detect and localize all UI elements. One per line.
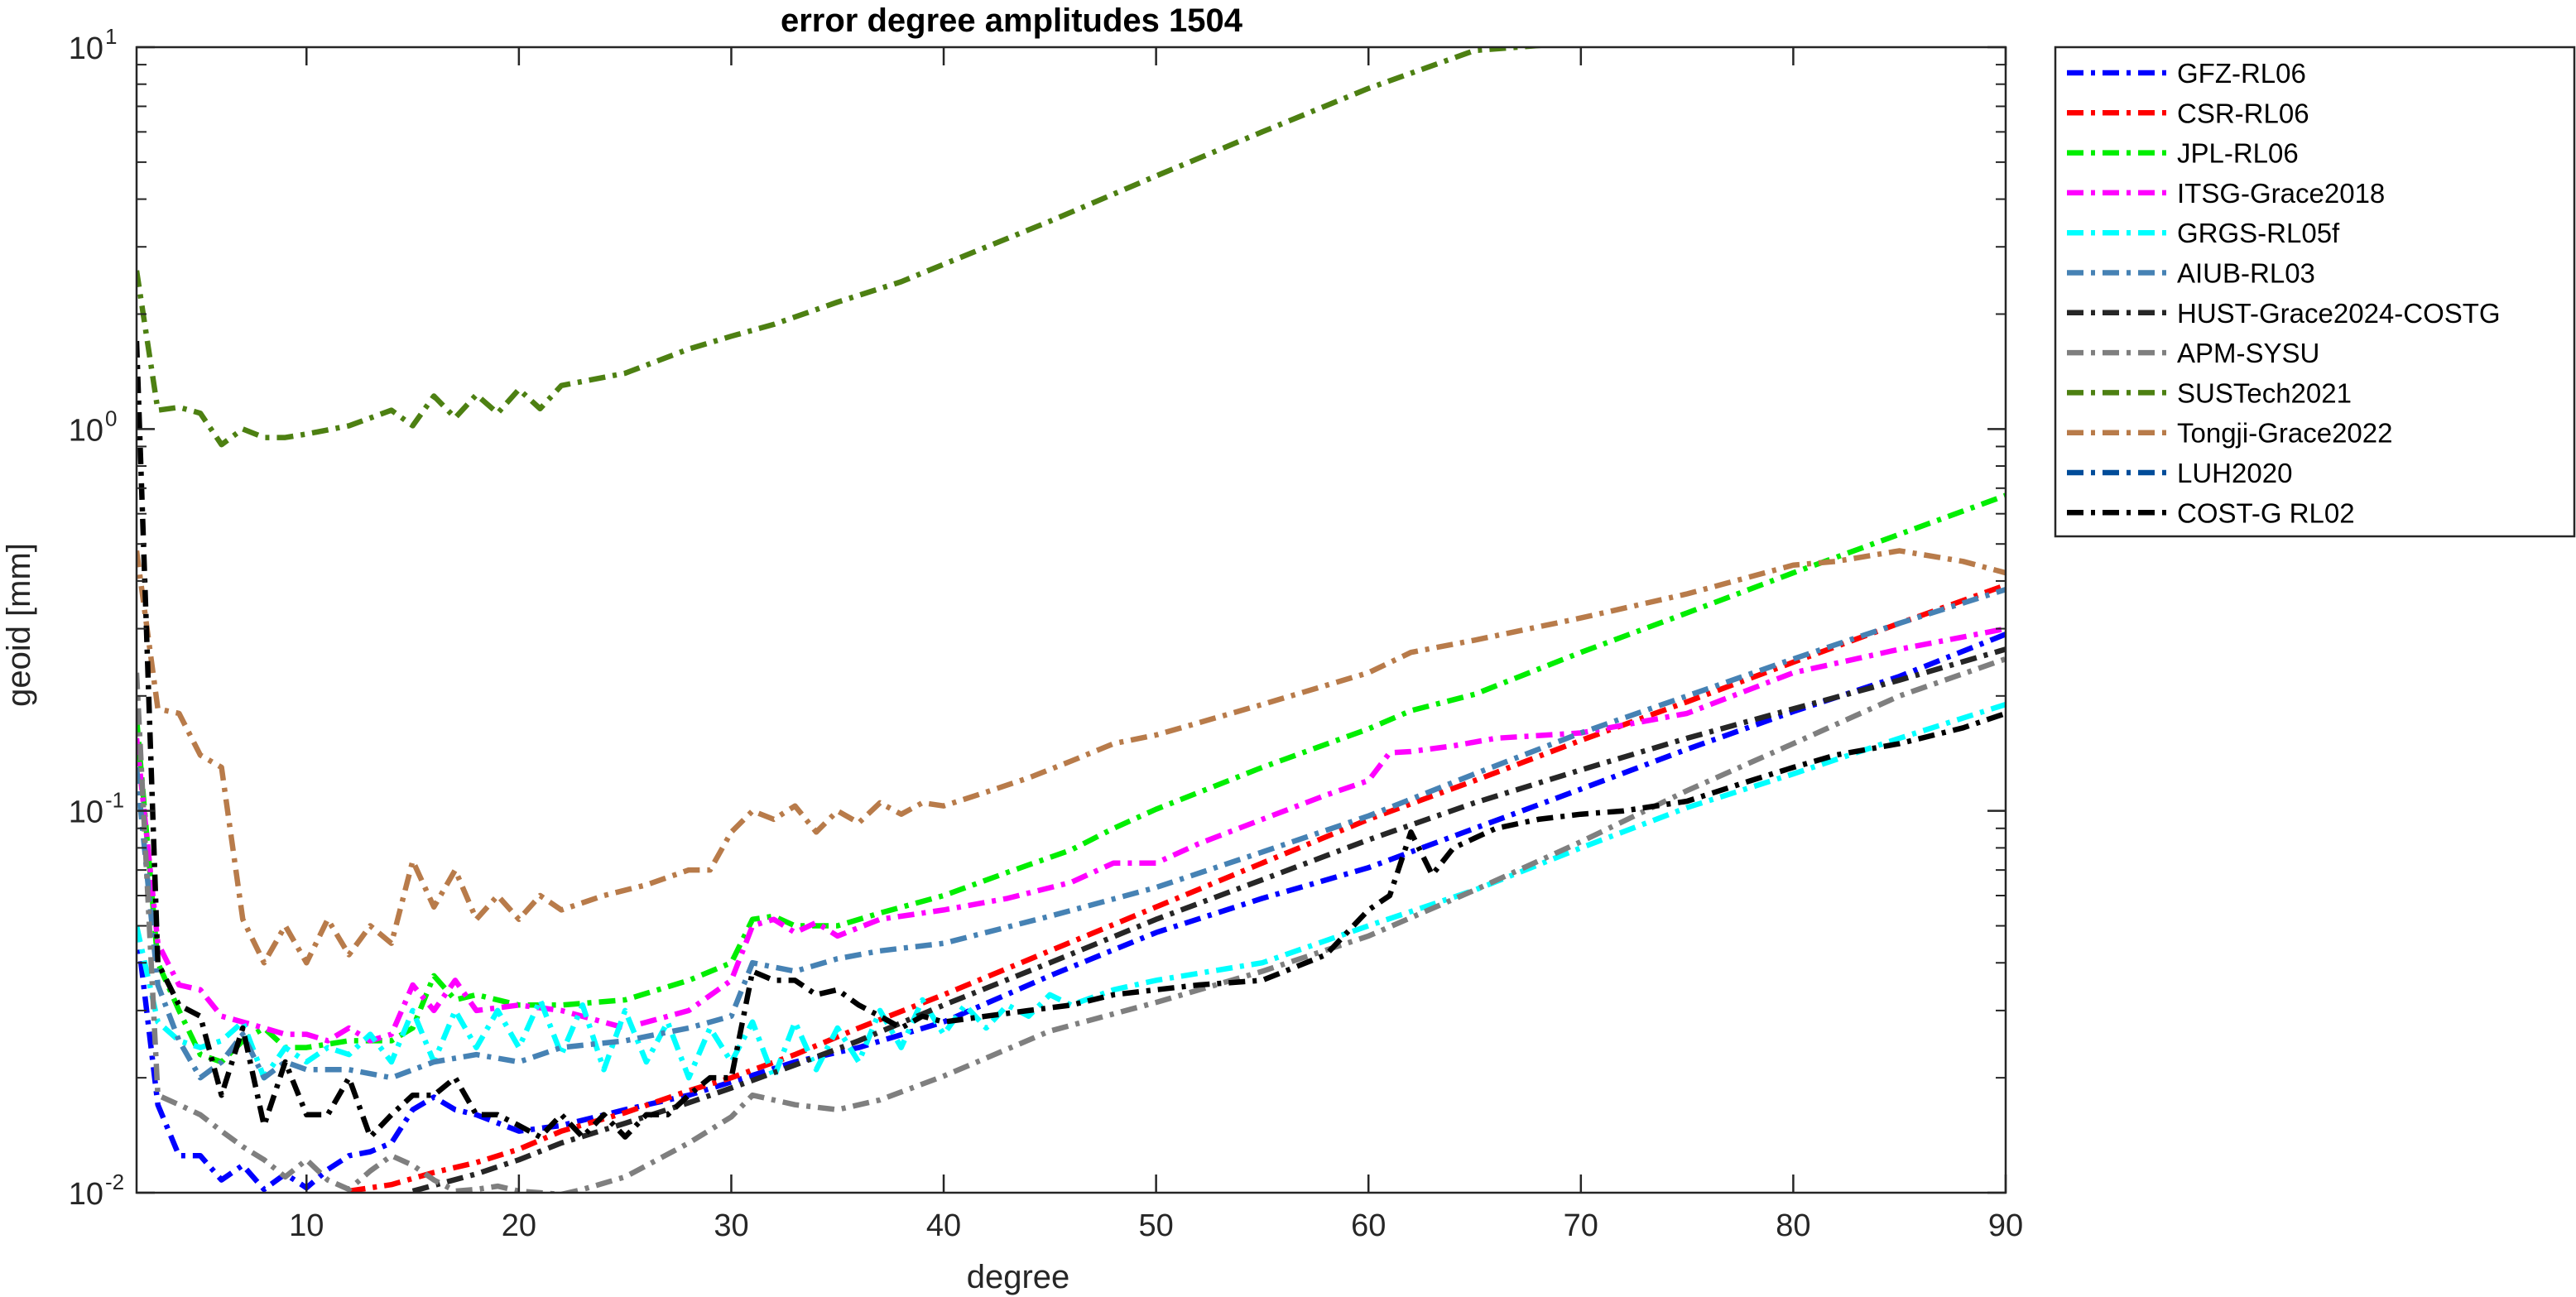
series-line-grgs-rl05f	[137, 702, 2006, 1081]
y-tick-exponent: -2	[105, 1170, 124, 1194]
x-tick-label: 10	[289, 1208, 324, 1243]
x-tick-label: 20	[502, 1208, 536, 1243]
legend-label: LUH2020	[2177, 458, 2292, 488]
y-tick-label: 10	[69, 31, 103, 66]
x-tick-label: 70	[1564, 1208, 1598, 1243]
legend-label: ITSG-Grace2018	[2177, 178, 2385, 209]
y-tick-base: 10	[69, 1177, 103, 1212]
y-tick-label: 10	[69, 1177, 103, 1212]
legend-label: JPL-RL06	[2177, 138, 2299, 169]
legend-label: APM-SYSU	[2177, 338, 2319, 368]
x-tick-label: 30	[714, 1208, 748, 1243]
y-tick-exponent: 1	[105, 24, 117, 49]
series-lines	[137, 47, 2006, 1193]
legend-label: HUST-Grace2024-COSTG	[2177, 298, 2501, 329]
y-tick-exponent: -1	[105, 788, 124, 813]
series-line-itsg-grace2018	[137, 626, 2006, 1044]
series-line-csr-rl06	[348, 582, 2006, 1193]
chart-title: error degree amplitudes 1504	[781, 2, 1243, 39]
y-tick-label: 10	[69, 413, 103, 448]
y-axis-label: geoid [mm]	[1, 543, 37, 707]
legend-label: Tongji-Grace2022	[2177, 418, 2393, 449]
legend-label: COST-G RL02	[2177, 497, 2355, 528]
series-line-jpl-rl06	[137, 492, 2006, 1065]
series-line-gfz-rl06	[137, 632, 2006, 1193]
x-tick-label: 60	[1351, 1208, 1386, 1243]
legend-label: SUSTech2021	[2177, 377, 2352, 408]
x-tick-label: 50	[1138, 1208, 1173, 1243]
y-tick-exponent: 0	[105, 406, 117, 430]
series-line-sustech2021	[137, 47, 1553, 448]
series-line-hust-grace2024-costg	[411, 646, 2006, 1193]
legend-label: GRGS-RL05f	[2177, 218, 2340, 248]
y-tick-base: 10	[69, 795, 103, 830]
legend-label: GFZ-RL06	[2177, 58, 2306, 89]
legend-label: AIUB-RL03	[2177, 258, 2315, 289]
series-line-tongji-grace2022	[137, 548, 2006, 966]
series-line-cost-g-rl02	[137, 340, 2006, 1140]
y-tick-base: 10	[69, 31, 103, 66]
legend-box	[2054, 46, 2576, 538]
x-tick-label: 90	[1988, 1208, 2023, 1243]
y-tick-base: 10	[69, 413, 103, 448]
y-tick-label: 10	[69, 795, 103, 830]
legend-label: CSR-RL06	[2177, 98, 2309, 128]
legend: GFZ-RL06 CSR-RL06 JPL-RL06 ITSG-Grace2018 GR…	[2054, 46, 2576, 538]
plot-frame	[135, 46, 2007, 1194]
x-axis-label: degree	[967, 1259, 1070, 1295]
x-tick-label: 40	[926, 1208, 961, 1243]
plot-area	[137, 47, 2006, 1193]
x-tick-label: 80	[1776, 1208, 1810, 1243]
